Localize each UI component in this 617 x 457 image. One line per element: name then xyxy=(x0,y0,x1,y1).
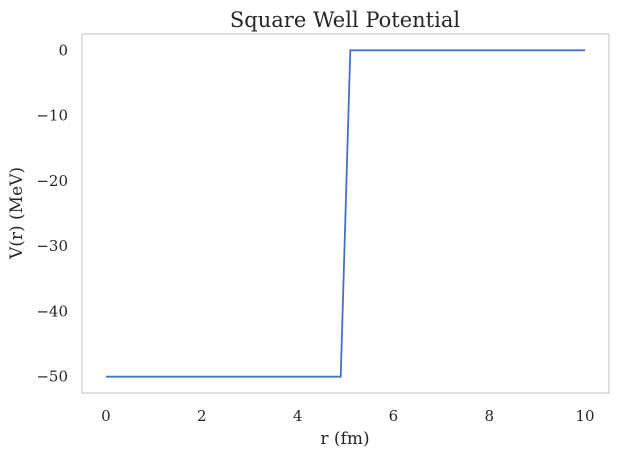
chart-title: Square Well Potential xyxy=(230,8,460,32)
x-tick-label: 2 xyxy=(197,407,207,425)
series-line-0 xyxy=(105,49,586,378)
y-tick-label: −20 xyxy=(36,172,68,190)
y-tick-label: −50 xyxy=(36,368,68,386)
y-axis-ticks: 0 −10 −20 −30 −40 −50 xyxy=(36,41,68,385)
x-tick-label: 6 xyxy=(389,407,399,425)
y-tick-label: −30 xyxy=(36,237,68,255)
x-tick-label: 8 xyxy=(484,407,494,425)
y-axis-label: V(r) (MeV) xyxy=(7,167,27,260)
x-axis-ticks: 0 2 4 6 8 10 xyxy=(101,407,594,425)
y-tick-label: −10 xyxy=(36,107,68,125)
plot-frame xyxy=(81,33,610,394)
y-tick-label: −40 xyxy=(36,302,68,320)
x-tick-label: 4 xyxy=(293,407,303,425)
x-tick-label: 10 xyxy=(576,407,595,425)
y-tick-label: 0 xyxy=(58,41,68,59)
x-axis-label: r (fm) xyxy=(320,429,369,449)
plot-lines xyxy=(105,49,586,378)
x-tick-label: 0 xyxy=(101,407,111,425)
